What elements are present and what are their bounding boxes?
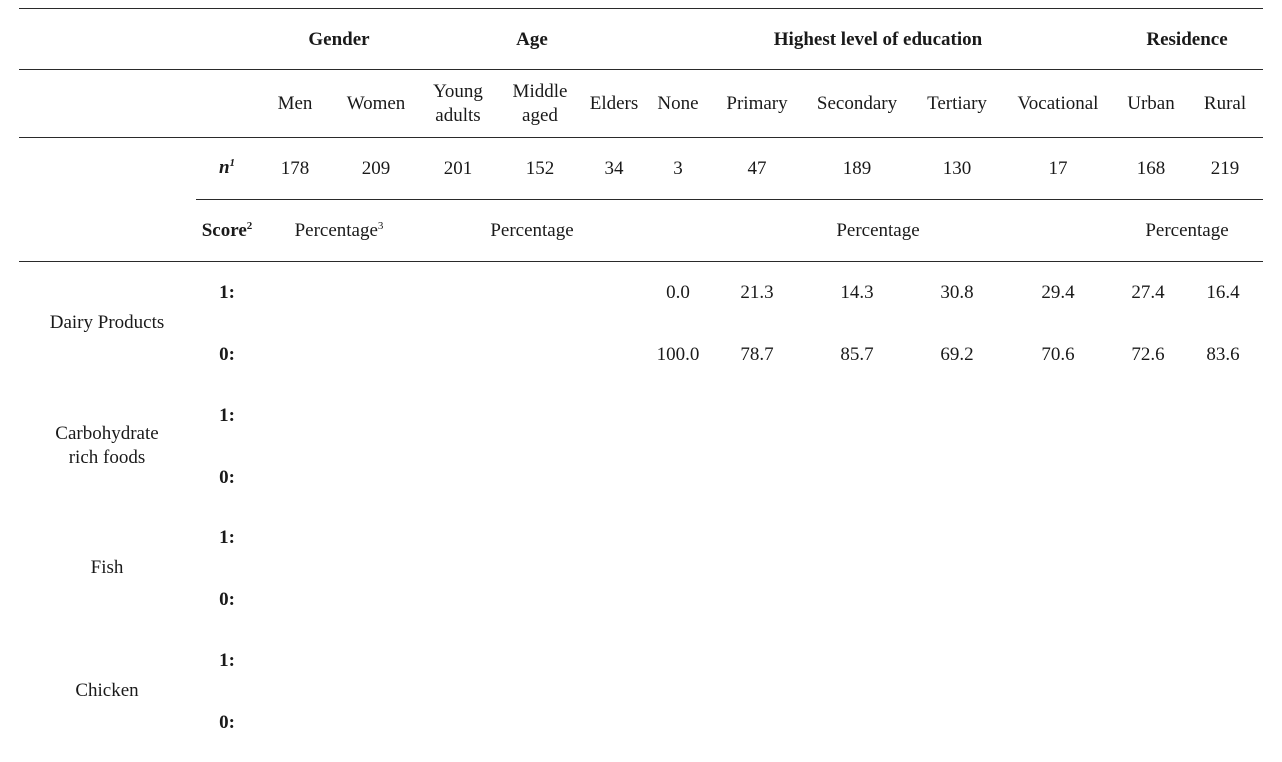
column-header-young-adults: Young adults [433,81,483,126]
percentage-label-age: Percentage [490,220,574,241]
score-1-chicken: 1: [219,650,235,671]
group-header-gender: Gender [308,29,370,50]
dairy-score0-secondary: 85.7 [840,344,874,365]
n-value-tertiary: 130 [942,158,972,179]
group-header-age: Age [516,29,548,50]
group-header-rule [19,69,1263,70]
dairy-score0-rural: 83.6 [1206,344,1240,365]
column-header-primary: Primary [726,93,788,114]
dairy-score0-tertiary: 69.2 [940,344,974,365]
dairy-score1-tertiary: 30.8 [940,282,974,303]
n-value-middle-aged: 152 [525,158,555,179]
n-value-primary: 47 [747,158,767,179]
n-value-young-adults: 201 [443,158,473,179]
percentage-label-residence: Percentage [1145,220,1229,241]
dairy-score1-none: 0.0 [666,282,690,303]
score-0-chicken: 0: [219,712,235,733]
score-1-fish: 1: [219,527,235,548]
column-header-vocational: Vocational [1017,93,1099,114]
column-header-tertiary: Tertiary [927,93,987,114]
percentage-label-gender: Percentage3 [294,220,384,241]
food-label-chicken: Chicken [75,680,139,701]
dairy-score1-urban: 27.4 [1131,282,1165,303]
table-top-rule [19,8,1263,9]
food-label-fish: Fish [90,557,124,578]
column-header-secondary: Secondary [816,93,898,114]
n-value-urban: 168 [1136,158,1166,179]
column-header-none: None [657,93,699,114]
dairy-score1-secondary: 14.3 [840,282,874,303]
dairy-score1-rural: 16.4 [1206,282,1240,303]
n-value-elders: 34 [604,158,624,179]
n-row-label: n1 [218,157,236,178]
n-value-none: 3 [673,158,683,179]
score-row-rule [19,261,1263,262]
dairy-score0-primary: 78.7 [740,344,774,365]
score-0-fish: 0: [219,589,235,610]
dairy-score0-none: 100.0 [656,344,700,365]
n-value-men: 178 [280,158,310,179]
column-header-women: Women [346,93,406,114]
column-header-elders: Elders [589,93,639,114]
column-header-men: Men [277,93,313,114]
score-0-carbohydrate: 0: [219,467,235,488]
percentage-label-education: Percentage [836,220,920,241]
column-header-rule [19,137,1263,138]
food-label-dairy-products: Dairy Products [49,312,165,333]
food-label-carbohydrate-rich-foods: Carbohydrate rich foods [55,423,159,468]
n-row-rule [196,199,1263,200]
n-value-secondary: 189 [842,158,872,179]
dairy-score1-vocational: 29.4 [1041,282,1075,303]
column-header-urban: Urban [1127,93,1175,114]
column-header-middle-aged: Middle aged [512,81,568,126]
dairy-score1-primary: 21.3 [740,282,774,303]
n-value-rural: 219 [1210,158,1240,179]
n-value-women: 209 [361,158,391,179]
column-header-rural: Rural [1203,93,1247,114]
n-value-vocational: 17 [1048,158,1068,179]
group-header-education: Highest level of education [773,29,983,50]
dairy-score0-vocational: 70.6 [1041,344,1075,365]
score-1-dairy: 1: [219,282,235,303]
group-header-residence: Residence [1146,29,1228,50]
score-1-carbohydrate: 1: [219,405,235,426]
score-row-label: Score2 [201,220,253,241]
dairy-score0-urban: 72.6 [1131,344,1165,365]
score-0-dairy: 0: [219,344,235,365]
